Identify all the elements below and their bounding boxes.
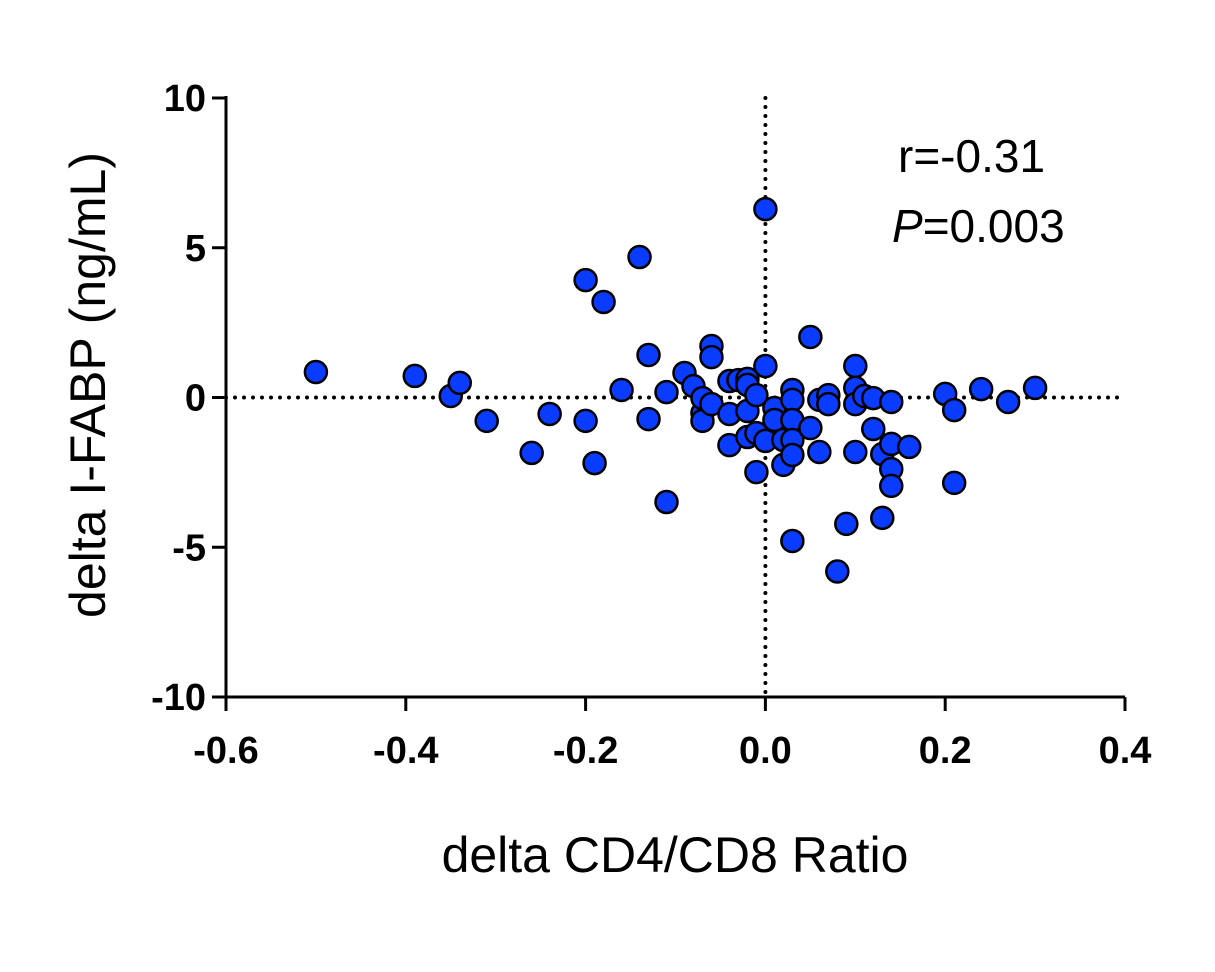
y-tick-label: -5 [172, 527, 206, 569]
axes: 10 5 0 -5 -10 -0.6 -0.4 -0.2 0.0 0.2 0.4 [151, 78, 1151, 772]
data-point [843, 439, 868, 465]
data-point [968, 376, 994, 402]
data-point [744, 382, 769, 408]
data-point [447, 370, 472, 396]
data-point [591, 289, 616, 315]
data-point [780, 442, 805, 468]
data-point [537, 401, 562, 427]
data-point [636, 406, 661, 432]
data-point [573, 267, 598, 293]
x-tick-label: -0.4 [373, 730, 438, 772]
data-point [654, 489, 679, 515]
y-tick-label: -10 [151, 677, 206, 719]
data-point [780, 528, 805, 554]
data-point [995, 389, 1021, 415]
x-tick-label: 0.4 [1099, 730, 1152, 772]
data-point [870, 505, 895, 531]
data-point [861, 416, 886, 442]
data-point [474, 408, 499, 434]
data-point [627, 244, 652, 270]
x-tick-label: 0.2 [919, 730, 972, 772]
data-point [816, 391, 841, 417]
data-point [636, 342, 661, 368]
data-point [753, 353, 778, 379]
p-value-number: =0.003 [923, 200, 1065, 252]
data-point [519, 440, 544, 466]
data-point [582, 450, 607, 476]
data-point [654, 379, 679, 405]
data-point [843, 353, 868, 379]
x-tick-label: -0.2 [553, 730, 618, 772]
y-tick-label: 5 [185, 228, 206, 270]
y-tick-label: 0 [185, 378, 206, 420]
x-tick-label: -0.6 [193, 730, 258, 772]
y-axis-label: delta I-FABP (ng/mL) [60, 152, 116, 618]
x-tick-label: 0.0 [739, 730, 792, 772]
data-point [699, 344, 724, 370]
data-point [896, 434, 922, 460]
correlation-r: r=-0.31 [898, 130, 1045, 182]
data-point [825, 559, 850, 584]
data-point [753, 196, 778, 222]
p-value: P=0.003 [892, 200, 1065, 252]
data-point [303, 359, 329, 385]
data-point [798, 324, 823, 350]
data-point [879, 389, 904, 415]
data-point [807, 439, 832, 465]
data-point [744, 459, 769, 485]
data-point [780, 387, 805, 413]
data-point [834, 511, 859, 537]
data-point [609, 377, 634, 403]
data-points [303, 196, 1048, 584]
p-symbol: P [892, 200, 923, 252]
data-point [879, 473, 904, 499]
y-tick-label: 10 [164, 78, 206, 120]
x-axis-label: delta CD4/CD8 Ratio [442, 827, 909, 883]
data-point [941, 397, 967, 423]
data-point [402, 363, 428, 389]
data-point [1022, 375, 1048, 401]
data-point [573, 408, 598, 434]
data-point [798, 415, 823, 441]
data-point [941, 470, 967, 496]
